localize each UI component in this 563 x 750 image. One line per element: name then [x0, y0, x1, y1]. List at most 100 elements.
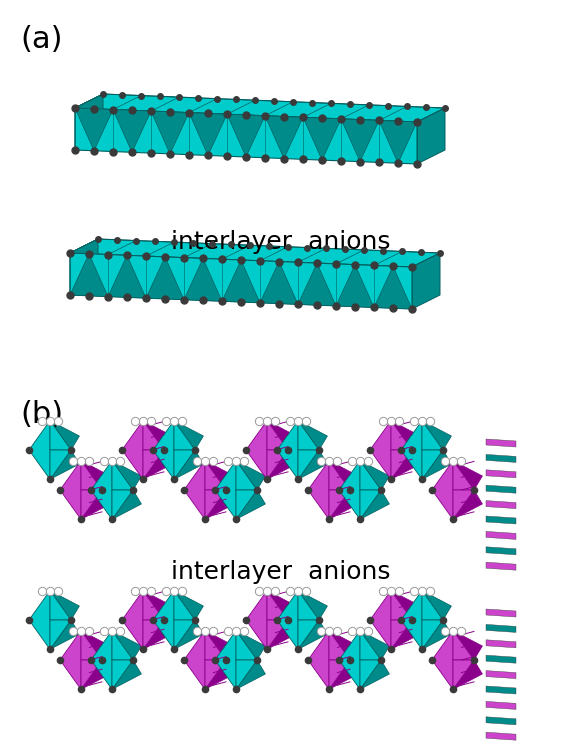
Polygon shape	[267, 620, 288, 650]
Polygon shape	[50, 620, 71, 650]
Polygon shape	[391, 421, 412, 450]
Polygon shape	[370, 421, 391, 479]
Polygon shape	[265, 116, 303, 158]
Polygon shape	[174, 421, 195, 450]
Polygon shape	[329, 660, 359, 689]
Polygon shape	[174, 450, 203, 479]
Polygon shape	[184, 460, 205, 520]
Polygon shape	[267, 620, 296, 650]
Polygon shape	[417, 108, 445, 164]
Polygon shape	[236, 631, 265, 660]
Polygon shape	[112, 631, 141, 660]
Polygon shape	[91, 460, 112, 520]
Polygon shape	[432, 460, 453, 520]
Polygon shape	[75, 108, 417, 164]
Polygon shape	[227, 114, 265, 157]
Polygon shape	[486, 656, 516, 663]
Polygon shape	[174, 450, 195, 479]
Polygon shape	[422, 421, 452, 450]
Polygon shape	[70, 254, 108, 296]
Polygon shape	[374, 266, 412, 309]
Polygon shape	[486, 625, 516, 632]
Polygon shape	[112, 490, 133, 520]
Polygon shape	[205, 460, 226, 490]
Polygon shape	[303, 117, 341, 160]
Polygon shape	[298, 421, 328, 450]
Polygon shape	[174, 421, 203, 450]
Polygon shape	[298, 620, 319, 650]
Polygon shape	[486, 485, 516, 494]
Polygon shape	[189, 112, 227, 155]
Polygon shape	[267, 450, 296, 479]
Polygon shape	[422, 590, 443, 620]
Polygon shape	[298, 450, 319, 479]
Polygon shape	[298, 620, 328, 650]
Polygon shape	[236, 460, 265, 490]
Polygon shape	[81, 660, 102, 689]
Polygon shape	[453, 460, 474, 490]
Polygon shape	[143, 620, 164, 650]
Polygon shape	[174, 590, 195, 620]
Polygon shape	[81, 631, 110, 660]
Polygon shape	[113, 110, 151, 152]
Polygon shape	[143, 620, 172, 650]
Polygon shape	[205, 631, 234, 660]
Polygon shape	[267, 590, 296, 620]
Polygon shape	[112, 660, 133, 689]
Polygon shape	[174, 590, 203, 620]
Polygon shape	[184, 259, 222, 302]
Polygon shape	[486, 454, 516, 463]
Polygon shape	[122, 421, 143, 479]
Polygon shape	[236, 660, 265, 689]
Polygon shape	[205, 490, 226, 520]
Polygon shape	[146, 257, 184, 300]
Polygon shape	[329, 460, 350, 490]
Polygon shape	[222, 260, 260, 303]
Polygon shape	[298, 263, 336, 306]
Polygon shape	[246, 590, 267, 650]
Polygon shape	[422, 421, 443, 450]
Polygon shape	[391, 450, 421, 479]
Polygon shape	[236, 460, 257, 490]
Polygon shape	[205, 490, 234, 520]
Polygon shape	[91, 631, 112, 689]
Polygon shape	[215, 631, 236, 689]
Polygon shape	[81, 631, 102, 660]
Polygon shape	[60, 460, 81, 520]
Polygon shape	[236, 660, 257, 689]
Polygon shape	[174, 620, 203, 650]
Polygon shape	[422, 450, 443, 479]
Polygon shape	[453, 490, 474, 520]
Polygon shape	[184, 631, 205, 689]
Polygon shape	[81, 490, 102, 520]
Polygon shape	[50, 421, 79, 450]
Text: (b): (b)	[20, 400, 63, 429]
Polygon shape	[486, 717, 516, 724]
Polygon shape	[143, 450, 172, 479]
Polygon shape	[50, 590, 71, 620]
Polygon shape	[486, 686, 516, 694]
Polygon shape	[453, 631, 474, 660]
Polygon shape	[360, 660, 381, 689]
Polygon shape	[486, 470, 516, 478]
Polygon shape	[486, 732, 516, 740]
Polygon shape	[360, 490, 390, 520]
Polygon shape	[246, 421, 267, 479]
Polygon shape	[339, 631, 360, 689]
Polygon shape	[143, 421, 172, 450]
Polygon shape	[391, 450, 412, 479]
Polygon shape	[143, 421, 164, 450]
Polygon shape	[29, 590, 50, 650]
Polygon shape	[50, 450, 79, 479]
Polygon shape	[486, 562, 516, 570]
Polygon shape	[122, 590, 143, 650]
Polygon shape	[70, 239, 98, 295]
Polygon shape	[360, 490, 381, 520]
Polygon shape	[329, 660, 350, 689]
Polygon shape	[486, 516, 516, 524]
Polygon shape	[50, 620, 79, 650]
Polygon shape	[329, 490, 350, 520]
Polygon shape	[401, 421, 422, 479]
Polygon shape	[486, 500, 516, 508]
Polygon shape	[81, 490, 110, 520]
